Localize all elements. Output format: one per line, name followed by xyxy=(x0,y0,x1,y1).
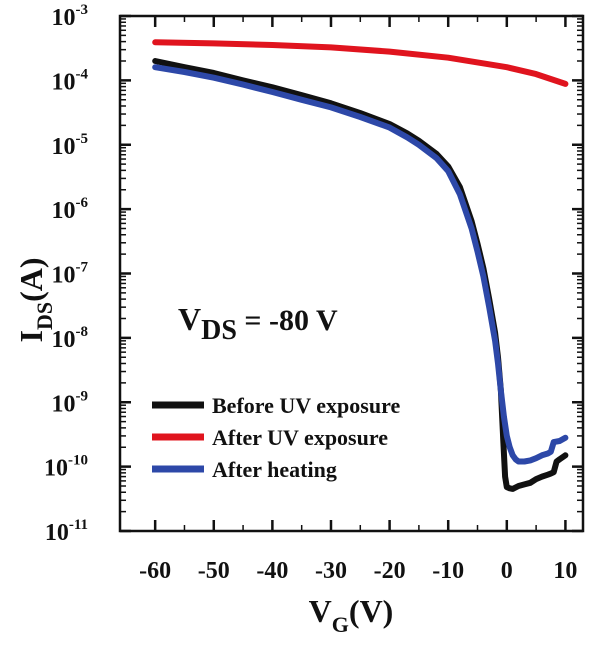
y-tick-label: 10-9 xyxy=(52,388,89,417)
y-tick-base: 10 xyxy=(52,134,76,160)
x-tick-label: -20 xyxy=(374,558,406,584)
x-axis-label-unit: (V) xyxy=(349,593,393,629)
vds-annotation-sub: DS xyxy=(201,315,237,346)
y-tick-label: 10-5 xyxy=(52,131,89,160)
y-tick-exp: -9 xyxy=(76,388,89,404)
y-axis-label-unit: (A) xyxy=(13,258,49,302)
vds-annotation-main: V xyxy=(178,301,201,337)
y-tick-label: 10-8 xyxy=(52,324,89,353)
y-tick-base: 10 xyxy=(45,520,69,546)
y-tick-exp: -4 xyxy=(76,66,89,82)
y-tick-base: 10 xyxy=(52,69,76,95)
x-axis: -60 -50 -40 -30 -20 -10 0 10 xyxy=(139,16,577,584)
x-axis-label-sub: G xyxy=(332,612,349,637)
y-tick-label: 10-7 xyxy=(52,260,89,289)
x-tick-label: -10 xyxy=(432,558,464,584)
x-tick-label: 0 xyxy=(501,558,513,584)
y-tick-base: 10 xyxy=(44,456,68,482)
x-tick-label: 10 xyxy=(553,558,577,584)
y-tick-label: 10-11 xyxy=(45,517,88,546)
legend-label-0: Before UV exposure xyxy=(212,393,400,418)
x-axis-label-main: V xyxy=(309,593,332,629)
y-tick-base: 10 xyxy=(52,198,76,224)
y-tick-exp: -7 xyxy=(76,260,89,276)
y-tick-label: 10-6 xyxy=(52,195,89,224)
y-tick-base: 10 xyxy=(52,5,76,31)
y-tick-base: 10 xyxy=(52,391,76,417)
y-tick-exp: -10 xyxy=(68,453,88,469)
y-tick-exp: -5 xyxy=(76,131,89,147)
x-tick-label: -50 xyxy=(198,558,230,584)
x-axis-label: VG(V) xyxy=(309,593,394,637)
vds-annotation: VDS = -80 V xyxy=(178,301,338,346)
y-tick-base: 10 xyxy=(52,263,76,289)
y-tick-label: 10-10 xyxy=(44,453,88,482)
y-tick-label: 10-4 xyxy=(52,66,89,95)
x-tick-label: -30 xyxy=(315,558,347,584)
y-axis-label: IDS(A) xyxy=(13,258,57,343)
legend: Before UV exposure After UV exposure After… xyxy=(152,393,400,482)
y-tick-exp: -3 xyxy=(76,2,89,18)
y-tick-exp: -6 xyxy=(76,195,89,211)
legend-label-1: After UV exposure xyxy=(212,425,388,450)
y-axis-label-sub: DS xyxy=(32,302,57,330)
x-tick-label: -60 xyxy=(139,558,171,584)
vds-annotation-rest: = -80 V xyxy=(237,304,338,337)
y-tick-exp: -8 xyxy=(76,324,89,340)
x-tick-label: -40 xyxy=(256,558,288,584)
series-line-1 xyxy=(152,39,569,87)
series-line-2 xyxy=(152,64,569,465)
plot-series xyxy=(152,39,569,492)
y-axis-label-main: I xyxy=(13,330,49,342)
y-tick-exp: -11 xyxy=(69,517,88,533)
legend-label-2: After heating xyxy=(212,457,337,482)
y-tick-base: 10 xyxy=(52,327,76,353)
y-tick-label: 10-3 xyxy=(52,2,89,31)
